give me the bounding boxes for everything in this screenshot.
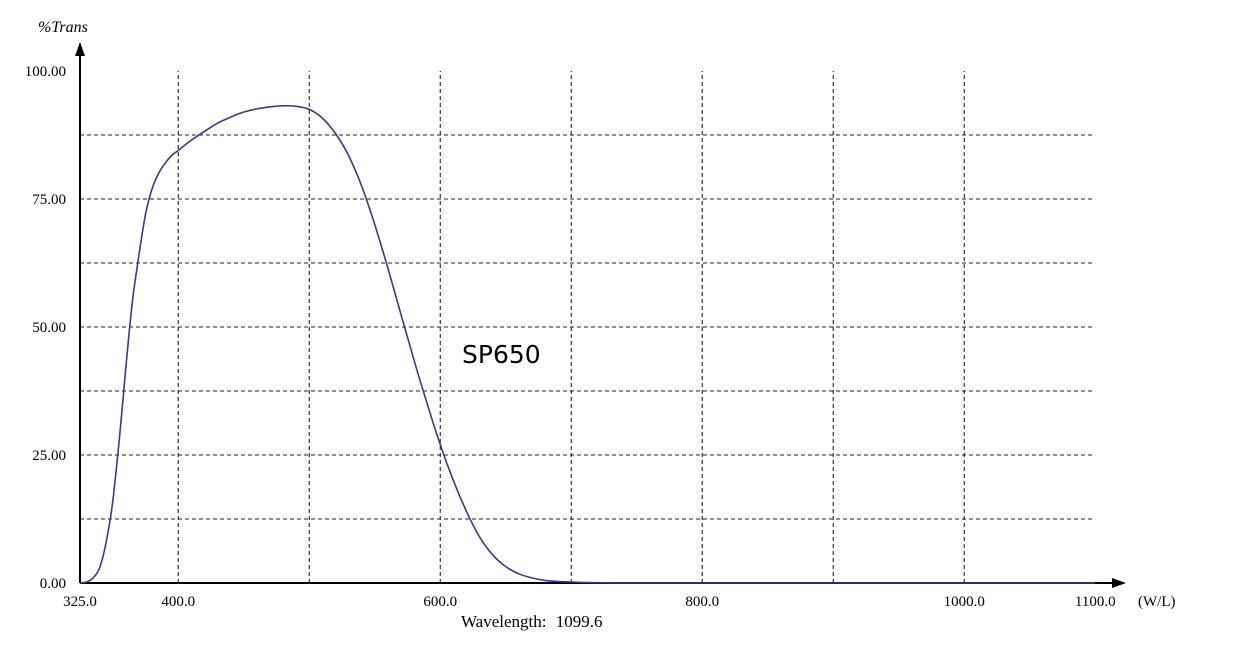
x-tick-label: 1000.0 <box>944 594 985 610</box>
x-tick-label: 800.0 <box>685 594 719 610</box>
grid-lines <box>80 71 1096 583</box>
x-tick-label: 600.0 <box>423 594 457 610</box>
y-tick-label: 100.00 <box>25 64 66 80</box>
x-tick-labels: 325.0 400.0 600.0 800.0 1000.0 1100.0 <box>63 594 1115 610</box>
y-axis-label: %Trans <box>38 19 88 36</box>
y-tick-label: 25.00 <box>32 448 66 464</box>
x-tick-label: 325.0 <box>63 594 97 610</box>
y-tick-labels: 0.00 25.00 50.00 75.00 100.00 <box>25 64 66 592</box>
x-tick-label: 1100.0 <box>1075 594 1116 610</box>
status-value: 1099.6 <box>556 612 603 631</box>
series-line <box>79 104 1096 584</box>
y-tick-label: 50.00 <box>32 320 66 336</box>
status-wavelength: Wavelength: 1099.6 <box>461 612 603 631</box>
status-label: Wavelength: <box>461 612 547 631</box>
y-tick-label: 75.00 <box>32 192 66 208</box>
axes <box>75 42 1126 588</box>
x-axis-unit: (W/L) <box>1138 594 1175 610</box>
y-tick-label: 0.00 <box>40 576 66 592</box>
x-axis-arrow <box>1112 578 1126 588</box>
x-tick-label: 400.0 <box>161 594 195 610</box>
curve-annotation: SP650 <box>462 340 541 369</box>
y-axis-arrow <box>75 42 85 56</box>
